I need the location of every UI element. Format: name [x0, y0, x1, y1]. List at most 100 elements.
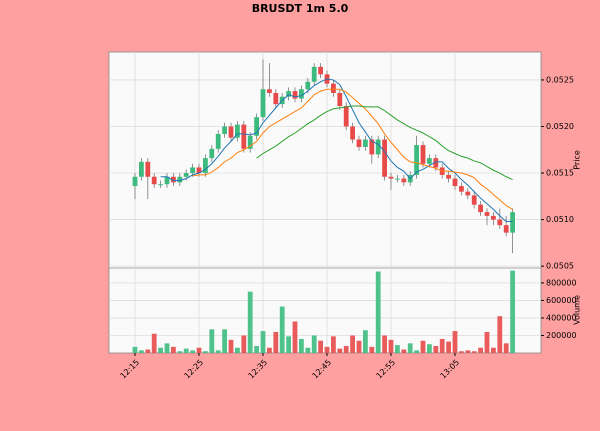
- volume-bar: [241, 335, 247, 353]
- candle-body: [292, 91, 298, 99]
- volume-bar: [337, 348, 343, 353]
- candle-body: [510, 212, 515, 233]
- volume-bar: [190, 350, 195, 353]
- y-tick-label: 0.0515: [546, 169, 574, 178]
- candle-body: [369, 139, 375, 155]
- candle-body: [267, 89, 272, 93]
- candle-body: [356, 139, 362, 147]
- volume-bar: [446, 341, 451, 353]
- y-tick-label: 0.0525: [546, 75, 574, 84]
- plot-area: [108, 51, 542, 354]
- volume-bar: [254, 345, 259, 353]
- candle-body: [222, 126, 227, 134]
- x-tick-label: 12:25: [183, 358, 206, 381]
- volume-bar: [331, 336, 336, 353]
- candle-body: [503, 225, 509, 233]
- volume-bar: [183, 348, 189, 353]
- volume-axis-label: Volume: [573, 295, 582, 325]
- x-tick-label: 13:05: [439, 358, 462, 381]
- candle-body: [420, 145, 426, 164]
- volume-bar: [311, 335, 317, 353]
- volume-tick-label: 800000: [546, 278, 577, 287]
- volume-bar: [369, 346, 375, 353]
- candle-body: [388, 176, 394, 179]
- candle-body: [311, 66, 317, 82]
- candle-body: [343, 106, 349, 127]
- candle-body: [286, 91, 291, 97]
- volume-bar: [407, 343, 413, 353]
- volume-bar: [247, 291, 253, 353]
- candle-body: [471, 195, 477, 205]
- candle-body: [395, 178, 400, 180]
- candle-body: [183, 173, 189, 177]
- volume-bar: [343, 345, 349, 353]
- y-tick-label: 0.0520: [546, 122, 574, 131]
- volume-bar: [356, 340, 362, 353]
- y-axis-label: Price: [573, 150, 582, 170]
- candle-body: [337, 92, 343, 106]
- volume-bar: [484, 331, 490, 353]
- volume-bar: [228, 339, 234, 353]
- volume-tick-label: 400000: [546, 313, 577, 322]
- candle-body: [260, 89, 266, 118]
- volume-bar: [151, 333, 157, 353]
- candle-body: [491, 215, 496, 220]
- candle-body: [497, 219, 503, 226]
- y-tick-label: 0.0505: [546, 262, 574, 271]
- volume-bar: [388, 339, 394, 353]
- candle-body: [209, 148, 215, 159]
- candle-body: [158, 184, 163, 186]
- candle-body: [215, 133, 221, 149]
- volume-bar: [420, 340, 426, 353]
- x-tick-label: 12:15: [119, 358, 142, 381]
- candle-body: [382, 139, 387, 177]
- volume-bar: [171, 346, 176, 353]
- candle-body: [177, 176, 183, 183]
- moving-average: [256, 105, 513, 181]
- volume-bar: [439, 338, 445, 353]
- candle-body: [241, 124, 247, 149]
- volume-bar: [222, 329, 227, 353]
- candle-body: [273, 92, 279, 105]
- volume-bar: [305, 347, 311, 353]
- x-tick-label: 12:45: [311, 358, 334, 381]
- volume-bar: [452, 331, 458, 353]
- candle-body: [196, 167, 202, 174]
- volume-bar: [491, 347, 496, 353]
- candle-body: [427, 158, 432, 164]
- volume-bar: [215, 350, 221, 353]
- candle-body: [465, 191, 471, 196]
- volume-bar: [196, 347, 202, 353]
- candle-body: [145, 161, 151, 177]
- volume-bar: [235, 347, 240, 353]
- volume-bar: [471, 351, 477, 353]
- candle-body: [478, 204, 483, 213]
- volume-bar: [414, 350, 419, 353]
- volume-bar: [132, 346, 138, 353]
- candle-body: [433, 158, 439, 168]
- candle-body: [484, 212, 490, 216]
- volume-bar: [433, 345, 439, 353]
- volume-bar: [427, 344, 432, 353]
- candle-body: [459, 186, 464, 192]
- moving-average: [192, 88, 513, 210]
- volume-bar: [459, 351, 464, 353]
- candle-body: [305, 81, 311, 90]
- candle-body: [299, 89, 304, 99]
- volume-bar: [164, 343, 170, 353]
- volume-bar: [401, 349, 407, 353]
- volume-bar: [260, 331, 266, 353]
- volume-bar: [267, 347, 272, 353]
- candle-body: [331, 83, 336, 93]
- x-tick-label: 12:55: [375, 358, 398, 381]
- candle-body: [151, 176, 157, 185]
- candle-body: [171, 176, 176, 183]
- volume-bar: [273, 331, 279, 353]
- volume-tick-label: 200000: [546, 331, 577, 340]
- x-tick-label: 12:35: [247, 358, 270, 381]
- candle-body: [318, 66, 323, 75]
- candle-body: [228, 126, 234, 138]
- volume-bar: [279, 306, 285, 353]
- volume-bar: [350, 335, 355, 353]
